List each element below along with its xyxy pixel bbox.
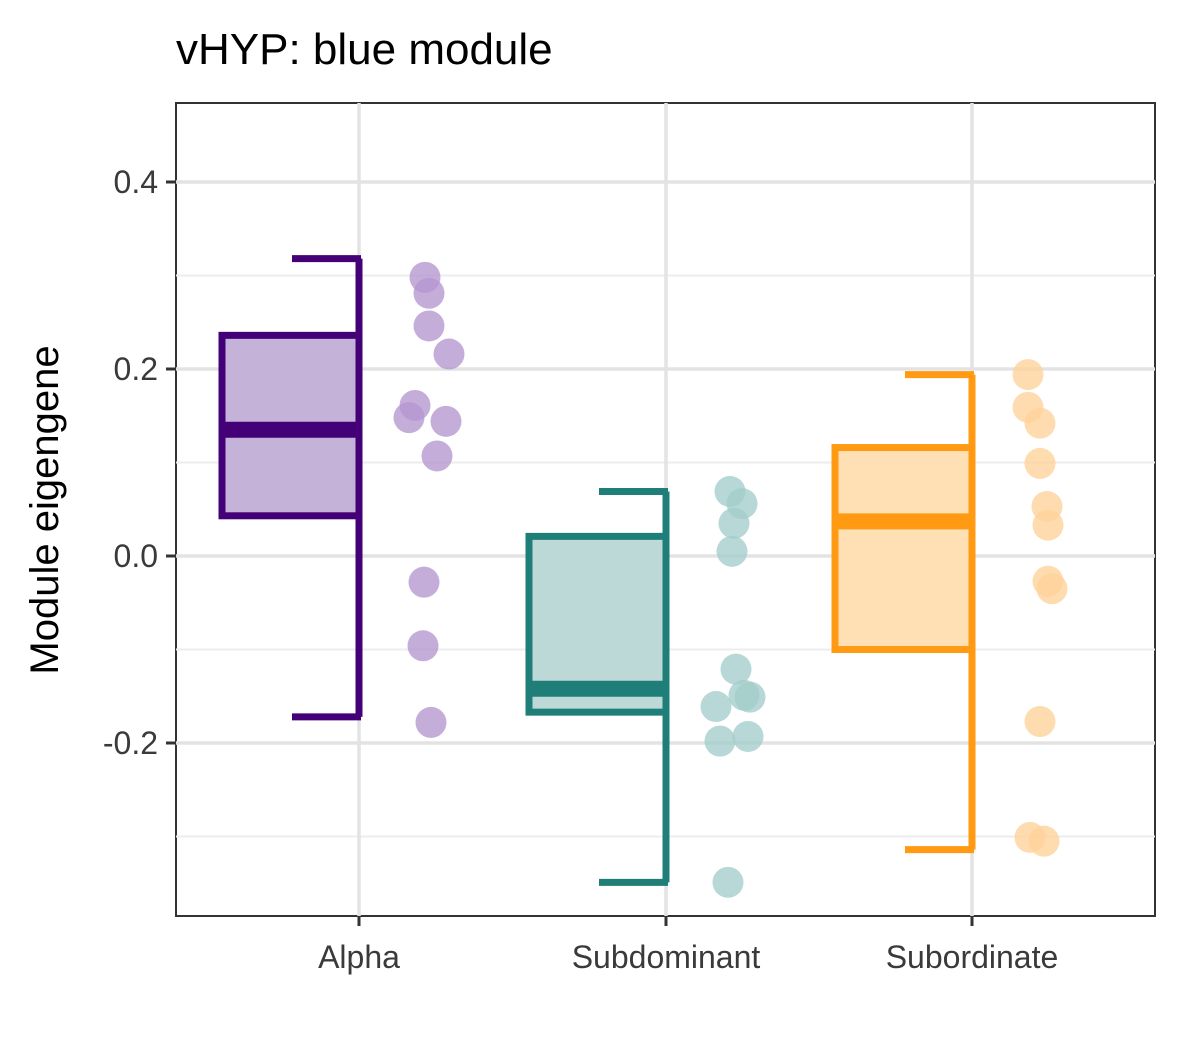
y-tick-label: 0.0 <box>114 538 158 574</box>
data-point <box>1024 447 1056 479</box>
data-point <box>1028 825 1060 857</box>
x-tick-label: Subordinate <box>886 939 1059 975</box>
y-tick-label: 0.2 <box>114 351 158 387</box>
data-point <box>732 720 764 752</box>
y-tick-label: -0.2 <box>103 725 158 761</box>
x-tick-label: Subdominant <box>572 939 761 975</box>
data-point <box>415 706 447 738</box>
data-point <box>720 653 752 685</box>
box-subdominant <box>525 487 670 886</box>
axis-layer: -0.2 0.0 0.2 0.4 Alpha Subdominant Subordinate <box>103 164 1058 975</box>
data-point <box>1024 407 1056 439</box>
y-tick-label: 0.4 <box>114 164 158 200</box>
box-subordinate <box>831 371 976 854</box>
iqr-box <box>831 444 976 654</box>
data-point <box>1012 359 1044 391</box>
x-tick-label: Alpha <box>318 939 400 975</box>
points-subordinate <box>1012 359 1068 857</box>
data-point <box>407 630 439 662</box>
data-point <box>1024 705 1056 737</box>
box-layer <box>218 255 976 886</box>
chart-title: vHYP: blue module <box>176 25 553 74</box>
data-point <box>716 535 748 567</box>
points-subdominant <box>700 475 766 898</box>
data-point <box>413 277 445 309</box>
data-point <box>1036 573 1068 605</box>
point-layer <box>393 261 1068 898</box>
data-point <box>704 725 736 757</box>
data-point <box>408 566 440 598</box>
y-axis-label: Module eigengene <box>23 345 67 674</box>
data-point <box>734 681 766 713</box>
data-point <box>718 507 750 539</box>
points-alpha <box>393 261 465 738</box>
data-point <box>421 440 453 472</box>
data-point <box>430 405 462 437</box>
data-point <box>413 310 445 342</box>
data-point <box>712 866 744 898</box>
data-point <box>433 338 465 370</box>
box-alpha <box>218 255 363 721</box>
data-point <box>700 691 732 723</box>
data-point <box>393 402 425 434</box>
data-point <box>1032 509 1064 541</box>
